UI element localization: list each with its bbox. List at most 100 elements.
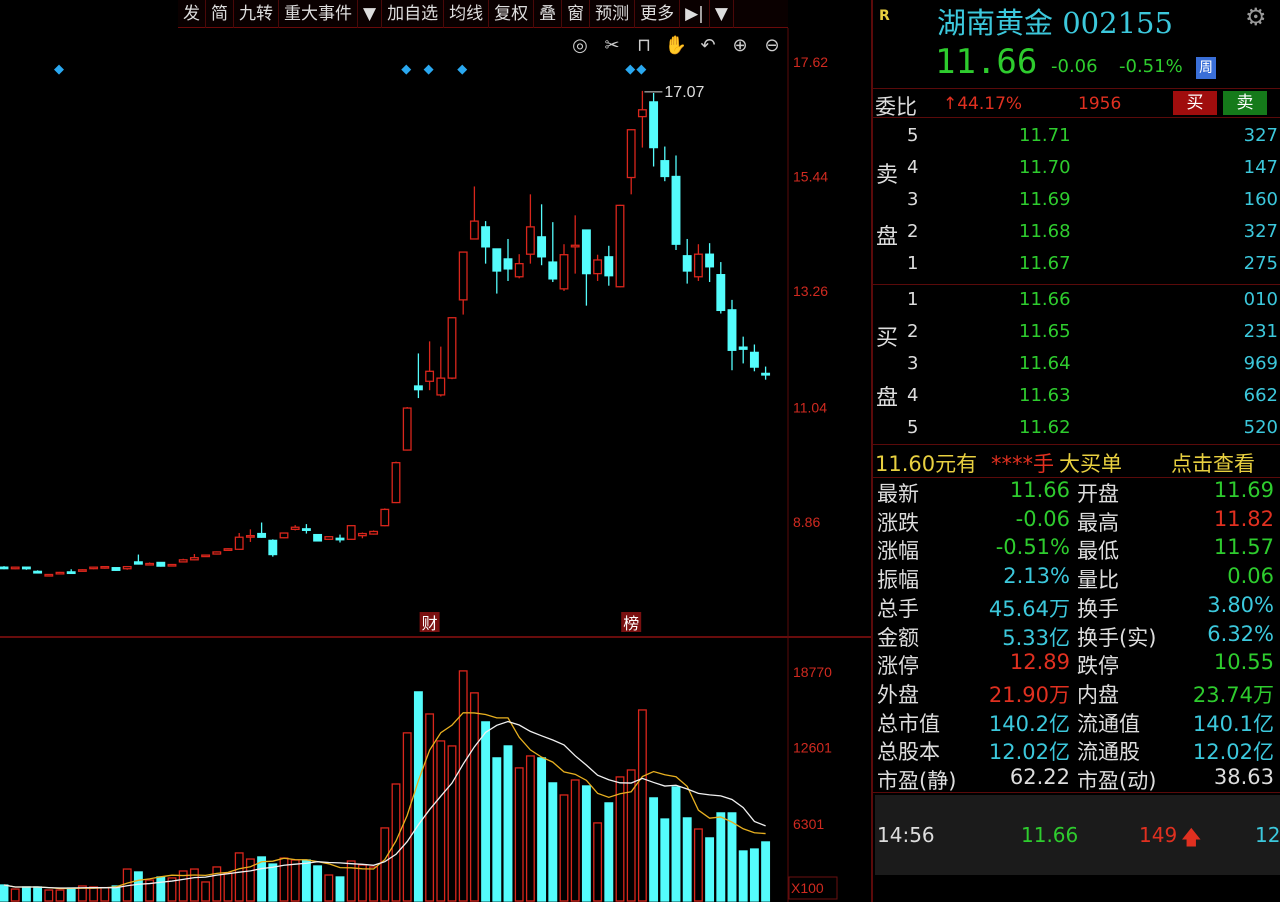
- buy-level-row[interactable]: 4 11.63 662: [873, 381, 1280, 413]
- sell-button[interactable]: 卖: [1223, 91, 1267, 115]
- stat-value: 11.57: [1213, 535, 1274, 560]
- stat-label: 涨跌: [877, 510, 919, 535]
- sell-level-row[interactable]: 1 11.67 275: [873, 249, 1280, 281]
- stat-value: 12.02亿: [1192, 740, 1274, 765]
- weibi-diff: 1956: [1078, 94, 1122, 114]
- candle-down: [301, 528, 311, 531]
- tick-volume: 149: [1139, 823, 1178, 847]
- eye-icon[interactable]: ◎: [572, 34, 588, 56]
- candle-up: [290, 526, 300, 531]
- candle-up: [245, 535, 255, 538]
- event-marker-icon: ◆: [457, 62, 467, 77]
- chart-toolbar: 发简九转 重大事件 ▼ 加自选 均线 复权叠窗预测 更多 ▶| ▼: [178, 0, 788, 28]
- candle-up: [212, 551, 222, 555]
- buy-level-row[interactable]: 3 11.64 969: [873, 349, 1280, 381]
- stat-value: 11.82: [1213, 506, 1274, 531]
- tag-box: [419, 612, 440, 632]
- stat-value: -0.51%: [995, 535, 1070, 560]
- price: 11.62: [1019, 417, 1071, 438]
- volume-bar: [33, 886, 43, 902]
- stat-row: 总股本 12.02亿 流通股 12.02亿: [873, 736, 1280, 765]
- candle-down: [133, 561, 143, 565]
- candle-up: [525, 226, 535, 255]
- price: 11.63: [1019, 385, 1071, 406]
- divider: [873, 477, 1280, 478]
- toolbar-item[interactable]: 加自选: [382, 0, 445, 28]
- quantity: 231: [1243, 321, 1278, 342]
- level: 5: [907, 417, 919, 438]
- lock-icon[interactable]: ⊓: [636, 34, 652, 56]
- stat-label: 最低: [1077, 539, 1119, 564]
- toolbar-item[interactable]: 预测: [590, 0, 636, 28]
- toolbar-item[interactable]: 复权: [489, 0, 535, 28]
- volume-bar: [761, 841, 771, 902]
- volume-bar: [447, 745, 457, 902]
- buy-level-row[interactable]: 5 11.62 520: [873, 413, 1280, 445]
- candle-up: [402, 407, 412, 451]
- volume-bar: [458, 670, 468, 902]
- toolbar-item[interactable]: 叠: [534, 0, 563, 28]
- event-marker-icon: ◆: [636, 62, 646, 77]
- sell-level-row[interactable]: 4 11.70 147: [873, 153, 1280, 185]
- scissors-icon[interactable]: ✂: [604, 34, 620, 56]
- zoom-in-icon[interactable]: ⊕: [732, 34, 748, 56]
- stat-label: 跌停: [1077, 654, 1119, 679]
- toolbar-item[interactable]: 简: [206, 0, 234, 28]
- stat-value: 140.2亿: [988, 711, 1070, 736]
- big-buy-price: 11.60元有: [875, 452, 978, 476]
- big-buy-link[interactable]: 点击查看: [1171, 452, 1255, 476]
- volume-bar: [133, 871, 143, 902]
- volume-bar: [581, 785, 591, 902]
- sell-level-row[interactable]: 5 11.71 327: [873, 121, 1280, 153]
- level: 3: [907, 353, 919, 374]
- hand-icon[interactable]: ✋: [664, 34, 688, 56]
- kline-chart[interactable]: 17.62 15.44 13.26 11.04 8.86 18770 12601 6301 X1…: [0, 0, 871, 902]
- stat-value: 11.66: [1009, 478, 1070, 502]
- big-buy-banner[interactable]: 11.60元有 ****手 大买单 点击查看: [873, 447, 1280, 477]
- divider: [873, 284, 1280, 285]
- volume-bar: [346, 860, 356, 902]
- volume-bar: [593, 822, 603, 902]
- volume-bar: [671, 786, 681, 902]
- candle-up: [77, 569, 87, 572]
- candle-up: [100, 565, 110, 569]
- volume-bar: [145, 879, 155, 902]
- buy-button[interactable]: 买: [1173, 91, 1217, 115]
- quantity: 160: [1243, 189, 1278, 210]
- buy-level-row[interactable]: 1 11.66 010: [873, 285, 1280, 317]
- sell-level-row[interactable]: 2 11.68 327: [873, 217, 1280, 249]
- toolbar-item[interactable]: 发: [178, 0, 206, 28]
- stat-value: 3.80%: [1207, 592, 1274, 617]
- badge[interactable]: 周: [1196, 57, 1216, 79]
- buy-level-row[interactable]: 2 11.65 231: [873, 317, 1280, 349]
- volume-bar: [89, 886, 99, 902]
- sell-level-row[interactable]: 3 11.69 160: [873, 185, 1280, 217]
- toolbar-item[interactable]: ▶|: [680, 0, 710, 28]
- price: 11.65: [1019, 321, 1071, 342]
- volume-bar: [357, 864, 367, 902]
- volume-bar: [66, 887, 76, 902]
- toolbar-item[interactable]: ▼: [710, 0, 734, 28]
- candle-up: [346, 525, 356, 540]
- stat-row: 金额 5.33亿 换手(实) 6.32%: [873, 622, 1280, 651]
- stat-value: 2.13%: [1003, 564, 1070, 589]
- gear-icon[interactable]: ⚙: [1245, 3, 1267, 31]
- volume-bar: [77, 885, 87, 902]
- candle-up: [626, 129, 636, 179]
- volume-bar: [738, 850, 748, 902]
- tick-time: 14:56: [877, 823, 935, 847]
- toolbar-item[interactable]: 重大事件: [279, 0, 358, 28]
- undo-icon[interactable]: ↶: [700, 34, 716, 56]
- toolbar-item[interactable]: ▼: [358, 0, 383, 28]
- toolbar-item[interactable]: 九转: [234, 0, 279, 28]
- tick-row: 14:56 11.66 149 🡅 12: [875, 795, 1280, 875]
- volume-bar: [436, 740, 446, 902]
- candle-down: [548, 261, 558, 280]
- stat-value: 21.90万: [988, 682, 1070, 707]
- toolbar-item[interactable]: 窗: [562, 0, 591, 28]
- toolbar-item[interactable]: 更多: [635, 0, 681, 28]
- stat-row: 总市值 140.2亿 流通值 140.1亿: [873, 708, 1280, 737]
- toolbar-item[interactable]: 均线: [444, 0, 490, 28]
- zoom-out-icon[interactable]: ⊖: [764, 34, 780, 56]
- stat-value: 12.89: [1009, 650, 1070, 675]
